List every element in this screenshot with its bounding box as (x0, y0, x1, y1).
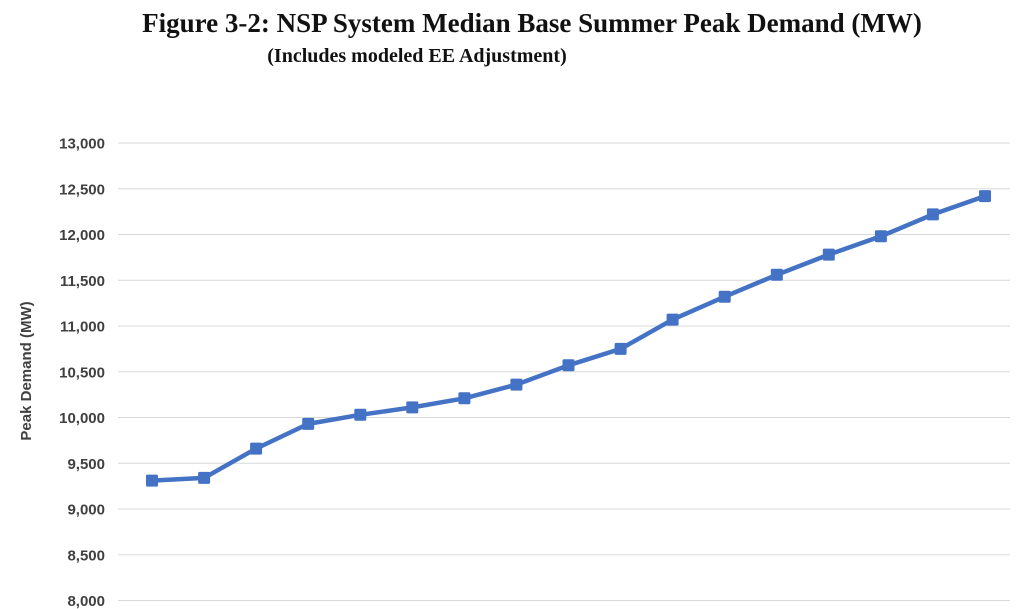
data-point-marker (302, 417, 315, 430)
series-line (149, 193, 988, 483)
y-tick-label: 11,000 (60, 319, 105, 336)
data-point-marker (198, 471, 211, 484)
figure-title: Figure 3-2: NSP System Median Base Summe… (142, 8, 922, 38)
y-tick-label: 8,500 (67, 547, 105, 564)
y-tick-label: 10,500 (59, 364, 105, 381)
y-tick-label: 11,500 (60, 273, 105, 290)
data-point-marker (822, 248, 835, 261)
data-point-marker (614, 342, 627, 355)
figure-subtitle: (Includes modeled EE Adjustment) (267, 45, 567, 67)
data-point-marker (979, 190, 991, 203)
data-series (146, 190, 991, 487)
data-point-marker (354, 408, 367, 421)
data-point-marker (250, 442, 263, 455)
data-point-marker (718, 290, 731, 303)
data-point-marker (510, 378, 523, 391)
data-point-marker (406, 401, 419, 414)
y-tick-label: 10,000 (59, 410, 105, 427)
y-tick-label: 9,500 (67, 456, 105, 473)
y-tick-label: 12,500 (59, 181, 105, 198)
data-point-marker (562, 359, 575, 372)
y-tick-label: 12,000 (59, 227, 105, 244)
data-point-marker (146, 474, 158, 487)
y-tick-label: 13,000 (59, 136, 105, 153)
y-axis-tick-labels: 8,000 8,500 9,000 9,500 10,000 10,500 11,000 11… (59, 136, 105, 609)
y-tick-label: 8,000 (67, 593, 105, 609)
data-point-marker (458, 392, 471, 405)
data-point-marker (770, 268, 783, 281)
data-point-marker (874, 230, 887, 243)
gridlines (118, 142, 1010, 601)
y-axis-label: Peak Demand (MW) (18, 301, 35, 440)
data-point-marker (926, 208, 939, 221)
y-tick-label: 9,000 (67, 502, 105, 519)
data-point-marker (666, 313, 679, 326)
